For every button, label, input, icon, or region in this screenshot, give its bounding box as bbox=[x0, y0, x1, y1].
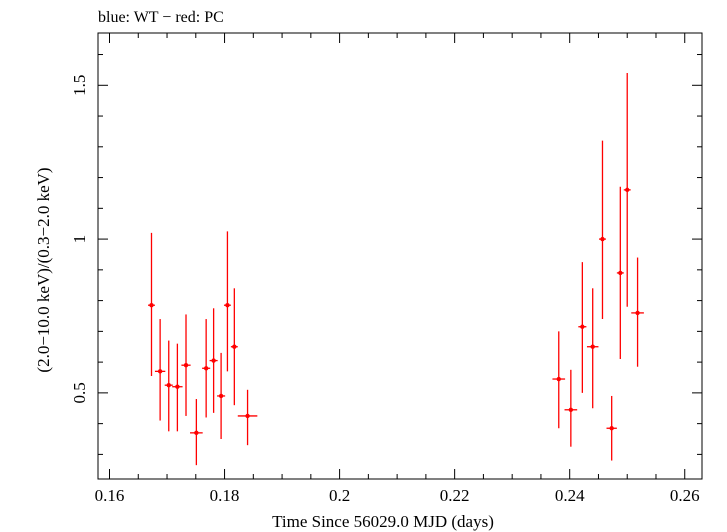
point-marker bbox=[580, 324, 585, 329]
data-point bbox=[599, 140, 606, 320]
data-point bbox=[631, 257, 644, 367]
point-marker bbox=[157, 369, 163, 374]
x-tick-label: 0.26 bbox=[670, 486, 700, 505]
point-marker bbox=[568, 407, 574, 412]
point-marker bbox=[600, 236, 605, 242]
point-marker bbox=[225, 303, 230, 308]
point-marker bbox=[232, 344, 237, 349]
y-axis-ticks bbox=[98, 54, 702, 455]
data-point bbox=[209, 308, 218, 413]
point-marker bbox=[590, 344, 595, 349]
plot-frame bbox=[97, 32, 703, 480]
data-point bbox=[148, 232, 155, 376]
data-point bbox=[154, 319, 166, 421]
x-tick-label: 0.18 bbox=[210, 486, 240, 505]
x-tick-label: 0.16 bbox=[95, 486, 125, 505]
x-axis-ticks bbox=[109, 33, 686, 479]
y-axis-label: (2.0−10.0 keV)/(0.3−2.0 keV) bbox=[34, 167, 53, 372]
x-tick-label: 0.2 bbox=[329, 486, 350, 505]
point-marker bbox=[609, 426, 614, 431]
x-axis-label: Time Since 56029.0 MJD (days) bbox=[272, 512, 494, 531]
data-point bbox=[237, 389, 258, 446]
data-point bbox=[586, 288, 599, 409]
point-marker bbox=[635, 310, 640, 316]
point-marker bbox=[175, 384, 180, 389]
x-axis-tick-labels: 0.16 0.18 0.2 0.22 0.24 0.26 bbox=[95, 486, 700, 505]
data-point bbox=[230, 288, 238, 406]
point-marker bbox=[245, 413, 250, 419]
data-point bbox=[181, 314, 191, 416]
point-marker bbox=[556, 376, 561, 382]
data-point bbox=[190, 399, 203, 466]
data-point bbox=[578, 262, 587, 393]
x-tick-label: 0.22 bbox=[440, 486, 470, 505]
data-point bbox=[164, 340, 173, 432]
point-marker bbox=[211, 358, 216, 363]
data-point bbox=[606, 395, 617, 461]
chart-title: blue: WT − red: PC bbox=[98, 9, 224, 26]
y-axis-tick-labels: 0.5 1 1.5 bbox=[70, 75, 89, 404]
point-marker bbox=[203, 366, 209, 371]
point-marker bbox=[149, 303, 154, 308]
point-marker bbox=[218, 393, 224, 399]
x-tick-label: 0.24 bbox=[555, 486, 585, 505]
point-marker bbox=[166, 382, 171, 388]
y-tick-label: 1 bbox=[70, 235, 89, 244]
point-marker bbox=[183, 362, 189, 368]
data-point bbox=[202, 319, 211, 418]
data-point bbox=[623, 72, 631, 307]
y-tick-label: 0.5 bbox=[70, 382, 89, 403]
y-tick-label: 1.5 bbox=[70, 75, 89, 96]
data-point bbox=[217, 352, 226, 440]
data-points bbox=[148, 72, 644, 466]
data-point bbox=[223, 231, 231, 372]
data-point bbox=[552, 331, 566, 429]
data-point bbox=[564, 369, 578, 447]
point-marker bbox=[194, 430, 199, 436]
data-point bbox=[172, 343, 183, 432]
data-point bbox=[616, 186, 624, 360]
point-marker bbox=[618, 270, 623, 276]
point-marker bbox=[625, 187, 630, 193]
